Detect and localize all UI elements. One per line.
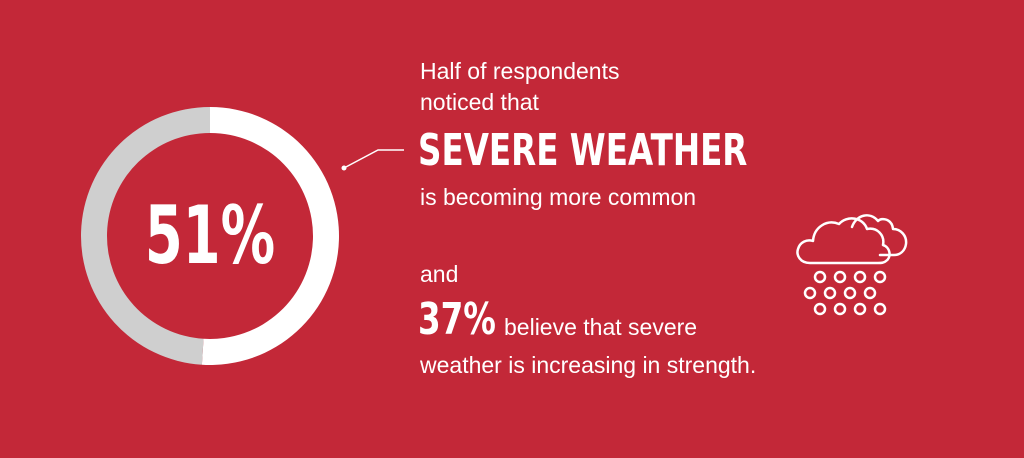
donut-slice-remaining — [80, 107, 211, 365]
stat-row: 37% believe that severe — [418, 292, 697, 348]
donut-value-label: 51% — [144, 189, 276, 282]
subline: is becoming more common — [420, 184, 697, 210]
stat-text-line-1: believe that severe — [504, 314, 698, 340]
stat-number: 37% — [418, 294, 496, 345]
intro-line-1: Half of respondents — [420, 58, 620, 84]
donut-chart: 51% — [80, 106, 340, 366]
donut-ring — [80, 107, 339, 365]
stat-text-line-2: weather is increasing in strength. — [420, 352, 757, 378]
and-text: and — [420, 261, 459, 287]
headline: SEVERE WEATHER — [418, 125, 748, 176]
intro-text: Half of respondents noticed that — [420, 56, 619, 118]
donut-slice-filled — [201, 107, 339, 365]
snow-cloud-icon — [796, 214, 908, 316]
intro-line-2: noticed that — [420, 89, 539, 115]
